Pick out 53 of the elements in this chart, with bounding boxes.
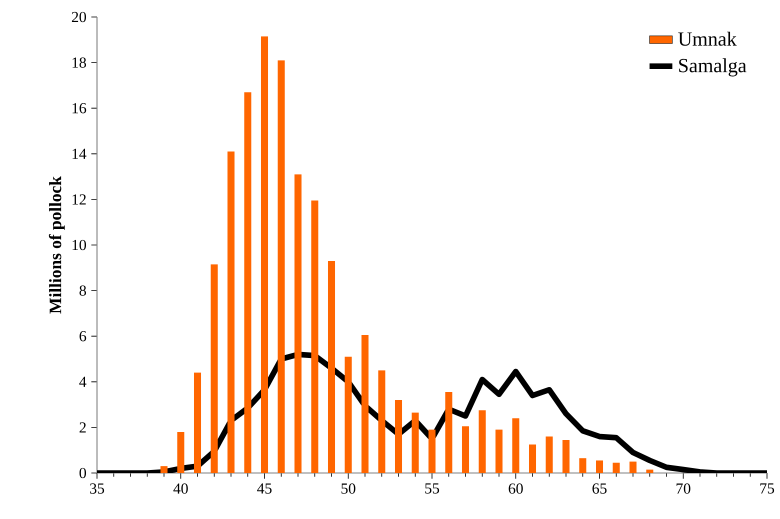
y-tick-label: 10 bbox=[72, 240, 86, 250]
bar bbox=[311, 200, 318, 473]
bar bbox=[210, 264, 218, 473]
bar bbox=[394, 400, 402, 473]
y-tick-label: 18 bbox=[72, 57, 86, 68]
y-tick-label: 0 bbox=[80, 468, 86, 478]
bar bbox=[596, 460, 604, 473]
bar bbox=[278, 60, 285, 473]
bar bbox=[528, 444, 536, 473]
x-tick-label: 75 bbox=[760, 483, 774, 494]
bar bbox=[160, 466, 168, 473]
bar bbox=[344, 356, 352, 473]
bar bbox=[562, 440, 570, 473]
bar bbox=[579, 458, 586, 473]
x-tick-label: 70 bbox=[676, 483, 690, 494]
bar bbox=[294, 174, 302, 473]
legend-label: Samalga bbox=[679, 58, 746, 76]
y-tick-label: 2 bbox=[80, 422, 86, 432]
bar bbox=[612, 462, 620, 473]
bar bbox=[478, 410, 486, 473]
y-tick-label: 12 bbox=[72, 194, 86, 204]
bar bbox=[495, 430, 503, 473]
x-tick-label: 45 bbox=[257, 483, 272, 494]
x-tick-label: 50 bbox=[341, 483, 356, 494]
bar bbox=[445, 392, 452, 473]
y-tick-label: 4 bbox=[79, 376, 86, 387]
bar bbox=[260, 36, 268, 473]
bar bbox=[328, 260, 336, 473]
bar bbox=[428, 430, 436, 473]
bar bbox=[646, 470, 654, 473]
legend-label: Umnak bbox=[678, 32, 737, 46]
y-tick-label: 8 bbox=[80, 285, 86, 296]
x-tick-label: 55 bbox=[425, 483, 440, 494]
x-tick-label: 65 bbox=[592, 483, 607, 494]
x-tick-label: 60 bbox=[508, 483, 523, 494]
y-tick-label: 20 bbox=[72, 12, 86, 22]
y-axis-title: Millions of pollock bbox=[48, 176, 65, 314]
y-tick-label: 16 bbox=[72, 103, 86, 114]
bar bbox=[462, 426, 470, 473]
bar bbox=[512, 418, 520, 473]
x-tick-label: 35 bbox=[90, 483, 104, 494]
bar bbox=[412, 412, 419, 473]
bar bbox=[361, 335, 369, 473]
bar bbox=[194, 372, 202, 473]
bar bbox=[378, 370, 386, 473]
y-tick-label: 14 bbox=[72, 148, 86, 159]
bar bbox=[546, 436, 553, 473]
bar bbox=[177, 432, 184, 473]
x-tick-label: 40 bbox=[173, 483, 188, 494]
bar bbox=[244, 92, 252, 473]
y-tick-label: 6 bbox=[80, 331, 86, 342]
bar bbox=[227, 152, 235, 473]
bar bbox=[629, 462, 637, 473]
